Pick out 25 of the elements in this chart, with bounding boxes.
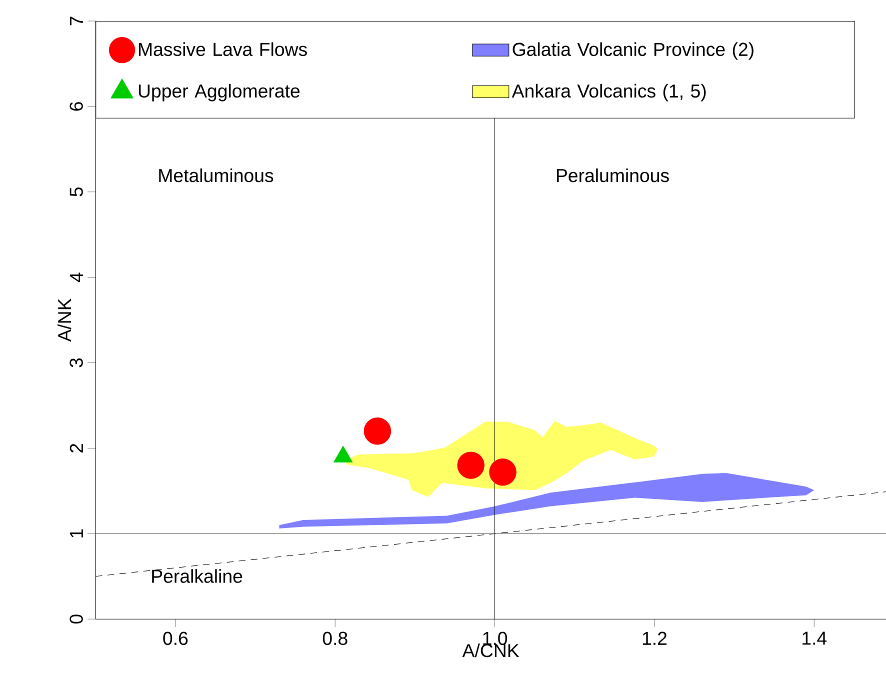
y-tick-label: 0: [70, 614, 83, 624]
x-tick-label: 1.4: [802, 632, 827, 645]
y-axis-title: A/NK: [57, 298, 72, 342]
y-tick-label: 4: [70, 272, 83, 282]
y-tick-label: 1: [70, 529, 83, 538]
legend-label: Ankara Volcanics (1, 5): [512, 84, 706, 102]
y-tick-label: 5: [70, 187, 83, 196]
annotation: Peraluminous: [556, 168, 669, 182]
y-tick-label: 2: [70, 444, 83, 452]
y-tick-label: 3: [70, 358, 83, 368]
x-tick-label: 0.8: [322, 632, 348, 645]
x-tick-label: 1.2: [642, 632, 667, 645]
legend-label: Massive Lava Flows: [139, 42, 307, 56]
point: [364, 417, 392, 445]
y-tick-label: 6: [70, 102, 83, 111]
legend-label: Upper Agglomerate: [138, 84, 300, 102]
point: [489, 458, 516, 486]
x-tick-label: 0.6: [163, 632, 188, 645]
y-tick-label: 7: [70, 16, 83, 26]
annotation: Peralkaline: [152, 569, 242, 583]
annotation: Metaluminous: [159, 168, 274, 182]
legend-label: Galatia Volcanic Province (2): [512, 42, 754, 60]
x-axis-title: A/CNK: [462, 643, 520, 658]
x-tick-label: 1.0: [483, 632, 508, 645]
point: [457, 452, 484, 479]
